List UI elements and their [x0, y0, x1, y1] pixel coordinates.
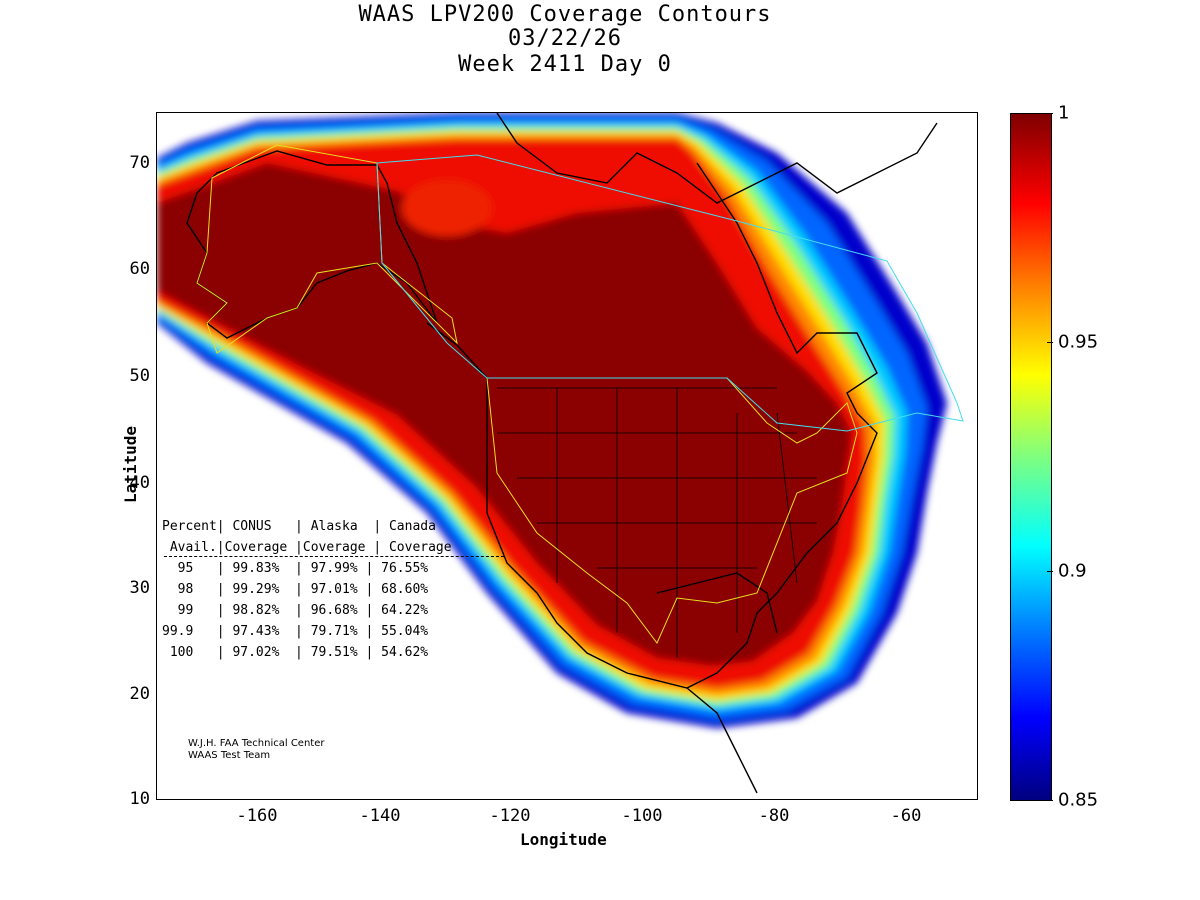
stats-row: 99.9 | 97.43% | 79.71% | 55.04%	[162, 624, 429, 639]
x-tick-label: -160	[236, 806, 278, 826]
stats-header-row: Avail.|Coverage |Coverage | Coverage	[162, 540, 452, 555]
stats-divider	[164, 556, 504, 557]
colorbar-tick-mark	[1047, 113, 1053, 114]
colorbar	[1010, 113, 1052, 801]
x-tick-label: -140	[359, 806, 401, 826]
y-tick-label: 40	[129, 473, 150, 493]
north-america-coastline	[426, 162, 878, 689]
colorbar-tick-label: 0.9	[1058, 560, 1087, 582]
y-axis-label: Latitude	[121, 425, 141, 504]
chart-date: 03/22/26	[508, 26, 622, 51]
contour-100	[157, 163, 852, 666]
chart-week-day: Week 2411 Day 0	[458, 52, 672, 77]
state-borders	[497, 387, 817, 658]
stats-row: 99 | 98.82% | 96.68% | 64.22%	[162, 603, 429, 618]
conus-outline	[486, 377, 858, 644]
arctic-coastline	[496, 113, 938, 204]
x-tick-label: -60	[890, 806, 922, 826]
chart-title: WAAS LPV200 Coverage Contours	[358, 2, 772, 27]
coverage-map-svg	[157, 113, 964, 794]
y-tick-label: 10	[129, 789, 150, 809]
y-tick-label: 70	[129, 153, 150, 173]
central-america-coastline	[686, 687, 758, 794]
colorbar-tick-mark	[1047, 571, 1053, 572]
coverage-map	[156, 112, 978, 800]
x-axis-label: Longitude	[520, 830, 607, 849]
stats-row: 95 | 99.83% | 97.99% | 76.55%	[162, 561, 429, 576]
y-tick-label: 20	[129, 684, 150, 704]
colorbar-tick-label: 0.95	[1058, 331, 1099, 353]
colorbar-tick-mark	[1047, 342, 1053, 343]
y-tick-label: 60	[129, 259, 150, 279]
contour-100-west	[157, 198, 277, 308]
contour-099-patch	[402, 180, 492, 236]
credit-line: WAAS Test Team	[188, 750, 271, 761]
stats-header-row: Percent| CONUS | Alaska | Canada	[162, 519, 436, 534]
colorbar-tick-label: 0.85	[1058, 789, 1099, 811]
stats-row: 100 | 97.02% | 79.51% | 54.62%	[162, 645, 429, 660]
y-tick-label: 50	[129, 366, 150, 386]
x-tick-label: -120	[489, 806, 531, 826]
canada-boundary	[376, 154, 964, 432]
colorbar-tick-label: 1	[1058, 102, 1070, 124]
stats-row: 98 | 99.29% | 97.01% | 68.60%	[162, 582, 429, 597]
canada-outline	[376, 154, 964, 432]
coverage-stats-table: Percent| CONUS | Alaska | Canada Avail.|…	[162, 516, 452, 663]
credit-text: W.J.H. FAA Technical Center WAAS Test Te…	[188, 738, 324, 762]
x-tick-label: -100	[621, 806, 663, 826]
colorbar-tick-mark	[1047, 800, 1053, 801]
x-tick-label: -80	[758, 806, 790, 826]
y-tick-label: 30	[129, 578, 150, 598]
state-grid	[497, 387, 817, 658]
credit-line: W.J.H. FAA Technical Center	[188, 738, 325, 749]
